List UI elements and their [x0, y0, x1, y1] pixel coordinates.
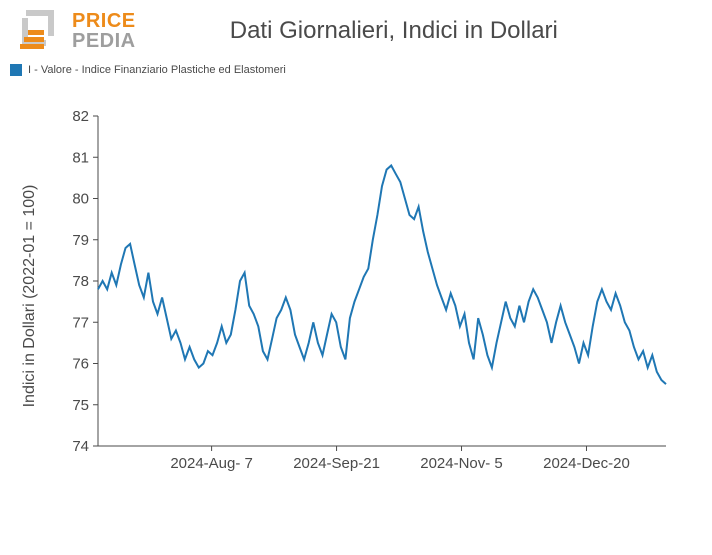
logo-line2: PEDIA: [72, 31, 136, 51]
y-axis-label: Indici in Dollari (2022-01 = 100): [21, 185, 39, 408]
svg-text:80: 80: [72, 191, 89, 208]
line-chart: 74 75 76 77 78 79 80 81 82 2024-Aug- 7 2024-Sep-21…: [40, 106, 680, 486]
svg-text:78: 78: [72, 273, 89, 290]
svg-text:75: 75: [72, 397, 89, 414]
svg-text:79: 79: [72, 232, 89, 249]
svg-text:76: 76: [72, 356, 89, 373]
svg-text:2024-Dec-20: 2024-Dec-20: [543, 455, 630, 472]
chart-container: Indici in Dollari (2022-01 = 100) 747576…: [40, 106, 680, 486]
logo: PRICE PEDIA: [20, 8, 136, 54]
logo-text: PRICE PEDIA: [72, 11, 136, 51]
chart-title: Dati Giornalieri, Indici in Dollari: [136, 17, 692, 45]
svg-text:2024-Sep-21: 2024-Sep-21: [293, 455, 380, 472]
legend-label: I - Valore - Indice Finanziario Plastich…: [28, 64, 286, 76]
svg-text:2024-Aug- 7: 2024-Aug- 7: [170, 455, 253, 472]
header: PRICE PEDIA Dati Giornalieri, Indici in …: [0, 0, 712, 58]
logo-icon: [20, 8, 66, 54]
legend: I - Valore - Indice Finanziario Plastich…: [0, 58, 712, 76]
svg-text:82: 82: [72, 108, 89, 125]
svg-text:81: 81: [72, 149, 89, 166]
svg-text:74: 74: [72, 438, 89, 455]
logo-line1: PRICE: [72, 11, 136, 31]
svg-text:2024-Nov- 5: 2024-Nov- 5: [420, 455, 503, 472]
svg-text:77: 77: [72, 314, 89, 331]
legend-swatch: [10, 64, 22, 76]
